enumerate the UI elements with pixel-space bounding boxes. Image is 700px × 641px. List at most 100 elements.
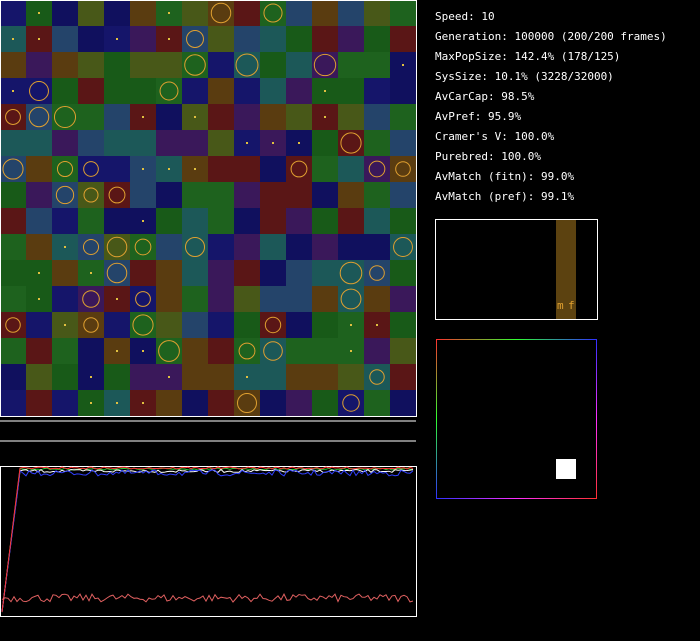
cell [338,130,364,156]
organism [53,105,77,129]
cell [130,312,156,338]
cell [26,364,52,390]
cell [312,130,338,156]
organism-dot [350,324,352,326]
cell [338,104,364,130]
cell [52,156,78,182]
cell [182,390,208,416]
cell [0,312,26,338]
cell [260,208,286,234]
cell [286,208,312,234]
cell [52,286,78,312]
cell [208,208,234,234]
cell [286,312,312,338]
organism-dot [168,376,170,378]
organism-dot [142,350,144,352]
cell [390,130,416,156]
cell [208,104,234,130]
cell [234,52,260,78]
cell [0,338,26,364]
cell [390,312,416,338]
cell [26,234,52,260]
organism-dot [38,12,40,14]
cell [104,234,130,260]
cell [182,130,208,156]
cell [26,78,52,104]
stat-line: AvPref: 95.9% [435,110,521,123]
cell [390,286,416,312]
histogram-label: f [568,299,575,312]
cell [130,26,156,52]
organism-dot [38,272,40,274]
cell [208,156,234,182]
cell [0,260,26,286]
cell [130,52,156,78]
cell [52,78,78,104]
cell [104,52,130,78]
cell [364,234,390,260]
cell [156,234,182,260]
cell [130,130,156,156]
cell [312,234,338,260]
organism-dot [12,38,14,40]
cell [234,338,260,364]
cell [78,208,104,234]
cell [286,26,312,52]
cell [260,52,286,78]
cell [234,156,260,182]
organism [340,288,362,310]
cell [0,156,26,182]
organism [290,160,308,178]
organism-dot [116,402,118,404]
organism-dot [90,402,92,404]
organism-dot [38,38,40,40]
cell [26,312,52,338]
cell [182,338,208,364]
histogram-bar [556,220,576,319]
stats-panel: Speed: 10 Generation: 100000 (200/200 fra… [435,10,667,203]
cell [260,234,286,260]
cell [312,52,338,78]
cell [208,234,234,260]
organism [82,290,100,308]
cell [0,208,26,234]
cell [130,182,156,208]
cell [208,0,234,26]
cell [0,182,26,208]
cell [156,312,182,338]
cell [286,0,312,26]
cell [338,364,364,390]
organism [83,161,99,177]
organism [393,237,413,257]
organism [264,316,282,334]
cell [260,104,286,130]
cell [364,260,390,286]
cell [78,338,104,364]
organism [210,2,232,24]
cell [182,312,208,338]
cell [208,130,234,156]
cell [338,156,364,182]
organism [159,81,179,101]
cell [312,182,338,208]
cell [26,104,52,130]
organism [368,160,386,178]
cell [286,156,312,182]
cell [156,286,182,312]
cell [26,338,52,364]
cell [52,26,78,52]
cell [390,78,416,104]
organism-dot [168,12,170,14]
organism [184,54,206,76]
cell [364,0,390,26]
stat-line: Purebred: 100.0% [435,150,541,163]
cell [156,182,182,208]
stat-line: MaxPopSize: 142.4% (178/125) [435,50,620,63]
organism-dot [116,298,118,300]
cell [338,390,364,416]
cell [182,364,208,390]
cell [182,234,208,260]
organism [339,261,363,285]
organism [56,160,74,178]
cell [208,260,234,286]
